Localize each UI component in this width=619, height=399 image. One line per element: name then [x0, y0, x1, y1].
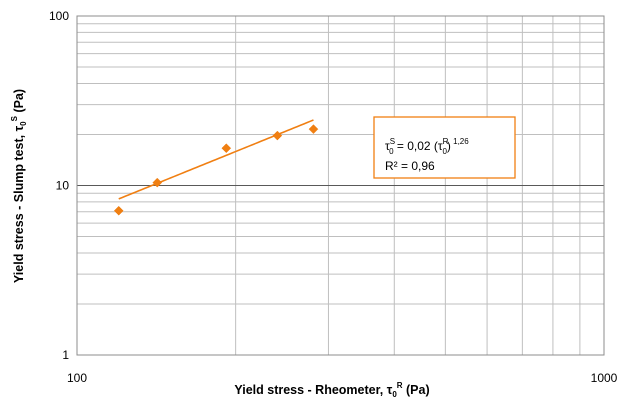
y-tick-label: 100 — [49, 9, 69, 23]
x-title-unit: (Pa) — [403, 383, 430, 397]
tick-labels: 1 10 100 100 1000 — [49, 9, 618, 385]
eq-sub-0: 0 — [389, 147, 394, 156]
data-point — [272, 130, 283, 141]
x-tick-label: 1000 — [591, 371, 618, 385]
eq-exponent: 1,26 — [451, 137, 469, 146]
data-point — [221, 143, 232, 154]
y-tick-label: 10 — [56, 179, 70, 193]
equation-annotation: τS 0 = 0,02 (τR 0) 1,26 R² = 0,96 — [373, 116, 516, 179]
annotation-box — [373, 116, 516, 179]
x-title-sub: 0 — [392, 390, 397, 399]
trendline — [118, 119, 314, 200]
plot-border — [76, 15, 605, 356]
eq-close: ) — [447, 139, 451, 153]
x-axis-title: Yield stress - Rheometer, τ0R (Pa) — [234, 381, 429, 399]
y-axis-title: Yield stress - Slump test, τ0S (Pa) — [10, 89, 28, 283]
trendline-group — [118, 119, 314, 200]
x-title-sup: R — [397, 381, 403, 390]
equation-text: τS 0 = 0,02 (τR 0) 1,26 — [385, 137, 469, 156]
eq-sup-r: R — [443, 137, 449, 146]
y-title-sub: 0 — [19, 121, 28, 126]
data-point — [113, 205, 124, 216]
y-title-text: Yield stress - Slump test, τ — [12, 125, 26, 283]
data-points — [113, 124, 319, 216]
eq-tau2: τ — [438, 139, 443, 153]
y-tick-label: 1 — [62, 348, 69, 362]
x-tick-label: 100 — [67, 371, 87, 385]
eq-coef: = 0,02 ( — [394, 139, 438, 153]
grid — [77, 16, 604, 355]
eq-sup-s: S — [390, 137, 395, 146]
data-point — [308, 124, 319, 135]
y-title-sup: S — [10, 115, 19, 121]
eq-sub-0b: 0 — [442, 147, 447, 156]
y-title-unit: (Pa) — [12, 89, 26, 116]
data-point — [152, 177, 163, 188]
x-title-text: Yield stress - Rheometer, τ — [234, 383, 392, 397]
r-squared-text: R² = 0,96 — [385, 159, 435, 173]
eq-tau: τ — [385, 139, 390, 153]
